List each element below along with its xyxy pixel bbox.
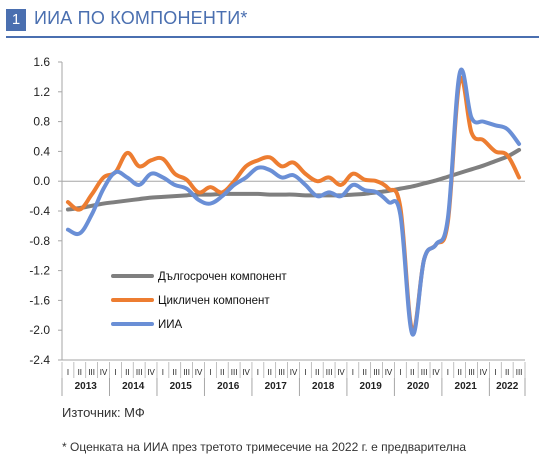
year-label: 2021 [455, 381, 478, 392]
quarter-label: III [421, 368, 428, 377]
quarter-label: I [257, 368, 259, 377]
chart-header: 1 ИИА ПО КОМПОНЕНТИ* [6, 6, 539, 38]
quarter-label: II [125, 368, 129, 377]
year-label: 2022 [496, 381, 519, 392]
quarter-label: III [373, 368, 380, 377]
chart-axes: 1.6 1.2 0.8 0.4 0.0 -0.4 -0.8 -1.2 -1.6 -2.0 -2.4 I… [29, 55, 526, 396]
quarter-label: III [468, 368, 475, 377]
year-label: 2015 [170, 381, 193, 392]
year-label: 2019 [360, 381, 383, 392]
legend-long-term-label: Дългосрочен компонент [158, 271, 287, 283]
quarter-label: IV [432, 368, 440, 377]
y-tick-label: -1.6 [29, 293, 50, 307]
footnote: * Оценката на ИИА през третото тримесечи… [62, 440, 466, 454]
quarter-label: IV [147, 368, 155, 377]
quarter-label: II [268, 368, 272, 377]
y-tick-label: 1.2 [33, 85, 50, 99]
chart-title: ИИА ПО КОМПОНЕНТИ* [34, 8, 248, 28]
year-label: 2017 [265, 381, 288, 392]
chart-legend: Дългосрочен компонент Цикличен компонент И… [111, 271, 287, 331]
quarter-label: I [209, 368, 211, 377]
quarter-label: II [220, 368, 224, 377]
series-cyclical-line [65, 75, 522, 333]
source-note: Източник: МФ [62, 405, 145, 420]
series-gdp-gap-line [65, 67, 522, 337]
quarter-label: II [410, 368, 414, 377]
y-tick-label: -2.4 [29, 353, 50, 367]
quarter-label: IV [290, 368, 298, 377]
quarter-label: II [363, 368, 367, 377]
year-label: 2014 [122, 381, 145, 392]
quarter-label: I [494, 368, 496, 377]
quarter-label: IV [100, 368, 108, 377]
y-tick-label: -0.4 [29, 204, 50, 218]
quarter-label: II [457, 368, 461, 377]
y-tick-label: 0.0 [33, 174, 50, 188]
quarter-label: III [88, 368, 95, 377]
quarter-label: II [505, 368, 509, 377]
quarter-label: IV [337, 368, 345, 377]
quarter-label: IV [242, 368, 250, 377]
y-tick-label: -1.2 [29, 264, 50, 278]
year-label: 2018 [312, 381, 335, 392]
quarter-label: I [162, 368, 164, 377]
quarter-label: I [304, 368, 306, 377]
quarter-label: II [315, 368, 319, 377]
y-tick-label: -0.8 [29, 234, 50, 248]
quarter-label: III [183, 368, 190, 377]
quarter-label: I [67, 368, 69, 377]
quarter-label: III [278, 368, 285, 377]
quarter-label: III [516, 368, 523, 377]
quarter-label: IV [385, 368, 393, 377]
series-long-term-line [65, 147, 522, 212]
y-tick-label: 0.8 [33, 115, 50, 129]
y-tick-label: -2.0 [29, 323, 50, 337]
y-tick-label: 1.6 [33, 55, 50, 69]
quarter-label: I [399, 368, 401, 377]
year-label: 2013 [75, 381, 98, 392]
quarter-label: II [173, 368, 177, 377]
quarter-label: III [326, 368, 333, 377]
y-tick-label: 0.4 [33, 144, 50, 158]
quarter-label: IV [480, 368, 488, 377]
year-label: 2020 [407, 381, 430, 392]
quarter-label: I [114, 368, 116, 377]
legend-gdp-gap-label: ИИА [158, 319, 183, 331]
series-layer [65, 67, 522, 337]
quarter-label: III [136, 368, 143, 377]
year-label: 2016 [217, 381, 240, 392]
quarter-label: III [231, 368, 238, 377]
quarter-label: I [447, 368, 449, 377]
legend-cyclical-label: Цикличен компонент [158, 295, 270, 307]
quarter-label: IV [195, 368, 203, 377]
quarter-label: II [78, 368, 82, 377]
quarter-label: I [352, 368, 354, 377]
chart-number-badge: 1 [6, 9, 26, 31]
